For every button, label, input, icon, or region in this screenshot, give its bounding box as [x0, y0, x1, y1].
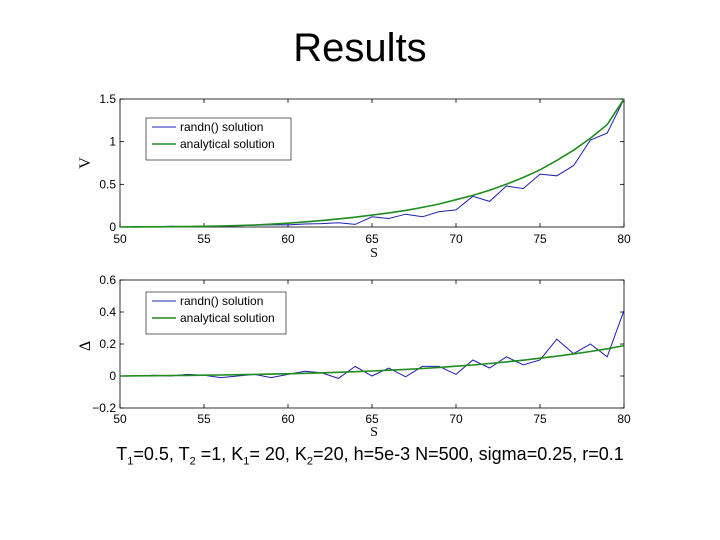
delta-chart-xlabel: S: [370, 425, 378, 440]
caption-t-letter: T: [116, 444, 128, 464]
delta-chart-xtick-label: 55: [197, 412, 211, 426]
delta-chart-xtick-label: 50: [113, 412, 127, 426]
v-chart-series-analytical-line: [119, 98, 625, 228]
v-chart-legend-label: randn() solution: [180, 120, 263, 134]
caption-t1-val: =0.5,: [133, 444, 179, 464]
caption-k1-val: = 20,: [249, 444, 295, 464]
delta-chart-ytick-label: 0.6: [99, 273, 116, 287]
caption-t-letter-2: T: [178, 444, 190, 464]
delta-chart-xtick-label: 65: [365, 412, 379, 426]
v-chart-xtick-label: 55: [197, 232, 211, 246]
delta-chart-ytick-label: −0.2: [92, 401, 116, 415]
delta-chart-ytick-label: 0.2: [99, 337, 116, 351]
caption-k2-val: =20, h=5e-3 N=500, sigma=0.25, r=0.1: [313, 444, 624, 464]
delta-chart-xtick-label: 70: [449, 412, 463, 426]
v-chart-legend-label: analytical solution: [180, 137, 275, 151]
v-chart-xtick-label: 80: [617, 232, 631, 246]
delta-chart-xtick-label: 75: [533, 412, 547, 426]
caption-t2-val: =1,: [195, 444, 232, 464]
delta-chart-ylabel: Δ: [77, 341, 94, 351]
delta-chart-xtick-label: 60: [281, 412, 295, 426]
v-chart-ytick-label: 1.5: [99, 92, 116, 106]
caption-k-letter: K: [231, 444, 244, 464]
caption-t1-sub: 1: [127, 455, 134, 468]
caption-k1-sub: 1: [243, 455, 250, 468]
v-chart-xtick-label: 50: [113, 232, 127, 246]
v-chart-xtick-label: 70: [449, 232, 463, 246]
v-chart-xtick-label: 75: [533, 232, 547, 246]
slide-title: Results: [293, 26, 427, 70]
v-chart-xlabel: S: [370, 246, 378, 261]
v-chart-xtick-label: 60: [281, 232, 295, 246]
caption-k-letter-2: K: [294, 444, 307, 464]
delta-chart-legend-box: [145, 291, 287, 335]
v-chart-ytick-label: 0.5: [99, 177, 116, 191]
caption-k2-sub: 2: [306, 455, 314, 468]
v-chart-legend-box: [145, 117, 292, 161]
delta-chart-xtick-label: 80: [617, 412, 631, 426]
delta-chart-legend-label: randn() solution: [180, 294, 263, 308]
delta-chart-series-analytical-line: [119, 344, 625, 377]
v-chart-ylabel: V: [77, 157, 94, 169]
delta-chart-ytick-label: 0.4: [99, 305, 116, 319]
v-chart-ytick-label: 0: [109, 220, 116, 234]
delta-chart-ytick-label: 0: [109, 369, 116, 383]
parameters-caption: T1=0.5, T2 =1, K1= 20, K2=20, h=5e-3 N=5…: [0, 444, 720, 468]
caption-t2-sub: 2: [189, 455, 196, 468]
v-chart-xtick-label: 65: [365, 232, 379, 246]
v-chart-ytick-label: 1: [109, 135, 116, 149]
delta-chart-legend-label: analytical solution: [180, 311, 275, 325]
